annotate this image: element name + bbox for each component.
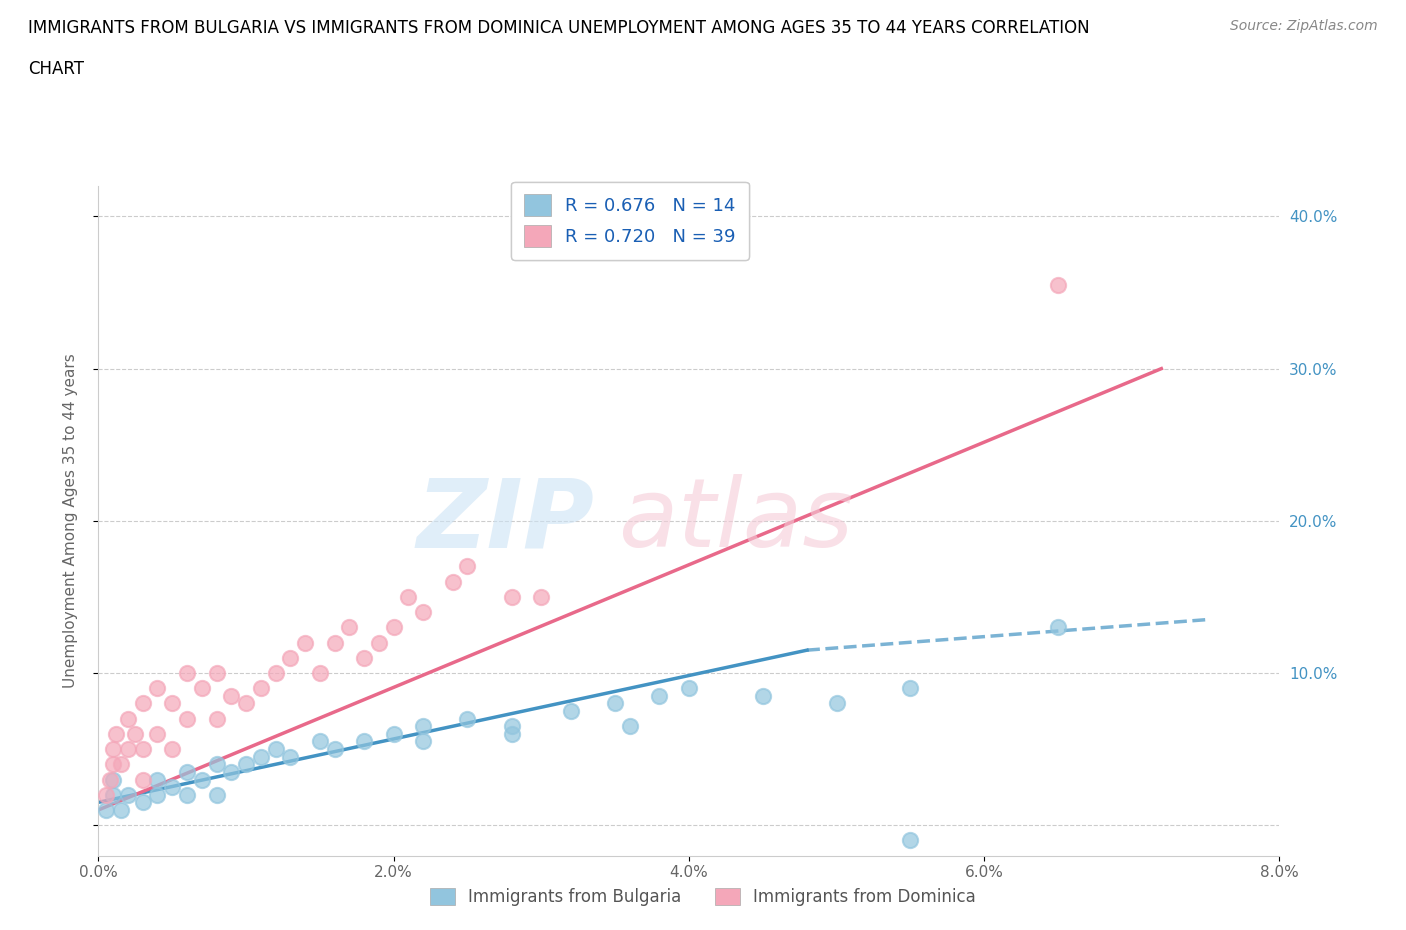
Point	[110, 803, 132, 817]
Point	[412, 604, 434, 619]
Point	[560, 704, 582, 719]
Point	[191, 681, 214, 696]
Text: CHART: CHART	[28, 60, 84, 78]
Y-axis label: Unemployment Among Ages 35 to 44 years: Unemployment Among Ages 35 to 44 years	[63, 353, 77, 688]
Point	[353, 650, 375, 665]
Point	[367, 635, 389, 650]
Point	[146, 788, 169, 803]
Point	[103, 772, 125, 787]
Point	[619, 719, 641, 734]
Point	[103, 757, 125, 772]
Point	[501, 726, 523, 741]
Point	[250, 681, 273, 696]
Point	[278, 750, 302, 764]
Point	[98, 772, 121, 787]
Point	[250, 750, 273, 764]
Point	[105, 726, 128, 741]
Point	[825, 696, 848, 711]
Point	[605, 696, 627, 711]
Point	[117, 788, 139, 803]
Point	[1046, 620, 1069, 635]
Point	[117, 711, 139, 726]
Point	[456, 559, 478, 574]
Point	[353, 734, 375, 749]
Point	[205, 711, 228, 726]
Point	[501, 590, 523, 604]
Point	[162, 779, 183, 794]
Point	[1046, 277, 1069, 292]
Point	[146, 772, 169, 787]
Point	[323, 741, 346, 756]
Point	[117, 741, 139, 756]
Point	[278, 650, 302, 665]
Text: Source: ZipAtlas.com: Source: ZipAtlas.com	[1230, 19, 1378, 33]
Point	[176, 711, 198, 726]
Point	[219, 764, 242, 779]
Point	[176, 788, 198, 803]
Point	[530, 590, 553, 604]
Point	[294, 635, 316, 650]
Point	[103, 788, 125, 803]
Legend: R = 0.676   N = 14, R = 0.720   N = 39: R = 0.676 N = 14, R = 0.720 N = 39	[512, 181, 748, 260]
Text: ZIP: ZIP	[416, 474, 595, 567]
Point	[146, 681, 169, 696]
Point	[132, 795, 155, 810]
Point	[900, 833, 922, 848]
Point	[900, 681, 922, 696]
Point	[308, 734, 332, 749]
Point	[456, 711, 478, 726]
Point	[146, 726, 169, 741]
Point	[205, 666, 228, 681]
Text: atlas: atlas	[619, 474, 853, 567]
Point	[176, 764, 198, 779]
Point	[205, 788, 228, 803]
Point	[308, 666, 332, 681]
Point	[191, 772, 214, 787]
Point	[323, 635, 346, 650]
Point	[176, 666, 198, 681]
Point	[235, 757, 257, 772]
Point	[501, 719, 523, 734]
Point	[235, 696, 257, 711]
Point	[396, 590, 419, 604]
Point	[124, 726, 146, 741]
Legend: Immigrants from Bulgaria, Immigrants from Dominica: Immigrants from Bulgaria, Immigrants fro…	[423, 881, 983, 912]
Point	[162, 741, 183, 756]
Point	[337, 620, 360, 635]
Point	[103, 741, 125, 756]
Point	[162, 696, 183, 711]
Point	[205, 757, 228, 772]
Point	[110, 757, 132, 772]
Point	[132, 696, 155, 711]
Point	[382, 726, 405, 741]
Point	[412, 719, 434, 734]
Point	[648, 688, 671, 703]
Point	[94, 803, 117, 817]
Point	[382, 620, 405, 635]
Point	[219, 688, 242, 703]
Point	[132, 741, 155, 756]
Point	[412, 734, 434, 749]
Point	[132, 772, 155, 787]
Point	[264, 666, 287, 681]
Point	[441, 574, 464, 589]
Point	[94, 788, 117, 803]
Point	[678, 681, 700, 696]
Point	[751, 688, 773, 703]
Text: IMMIGRANTS FROM BULGARIA VS IMMIGRANTS FROM DOMINICA UNEMPLOYMENT AMONG AGES 35 : IMMIGRANTS FROM BULGARIA VS IMMIGRANTS F…	[28, 19, 1090, 36]
Point	[264, 741, 287, 756]
